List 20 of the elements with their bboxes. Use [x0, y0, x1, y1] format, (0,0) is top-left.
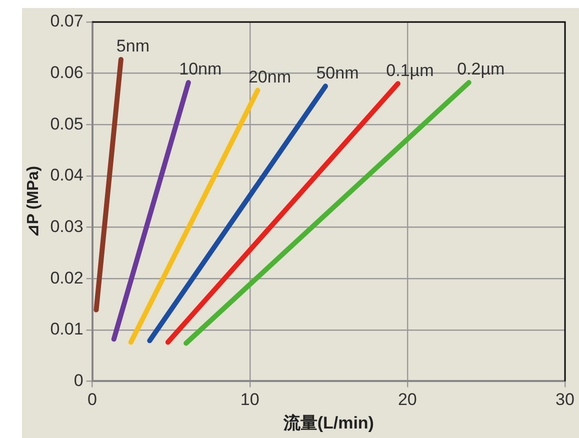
series-label: 50nm [316, 63, 359, 82]
series-label: 5nm [116, 36, 150, 56]
x-tick-label: 30 [556, 390, 574, 410]
y-axis-title: ⊿P (MPa) [25, 166, 42, 238]
y-tick-label: 0 [74, 370, 84, 390]
series-label: 10nm [179, 60, 222, 79]
x-axis-title: 流量(L/min) [282, 413, 374, 432]
series-label: 0.2µm [457, 60, 505, 79]
y-tick-label: 0.03 [50, 216, 84, 236]
y-tick-label: 0.02 [50, 268, 84, 288]
y-tick-label: 0.05 [50, 114, 84, 134]
series-label: 20nm [248, 67, 291, 86]
y-tick-label: 0.04 [50, 166, 84, 185]
y-tick-label: 0.01 [50, 320, 84, 339]
y-tick-label: 0.07 [50, 12, 84, 31]
x-tick-label: 0 [88, 390, 98, 410]
series-label: 0.1µm [386, 60, 434, 80]
x-tick-label: 20 [398, 390, 417, 410]
x-tick-label: 10 [240, 390, 260, 410]
y-tick-label: 0.06 [50, 63, 84, 82]
